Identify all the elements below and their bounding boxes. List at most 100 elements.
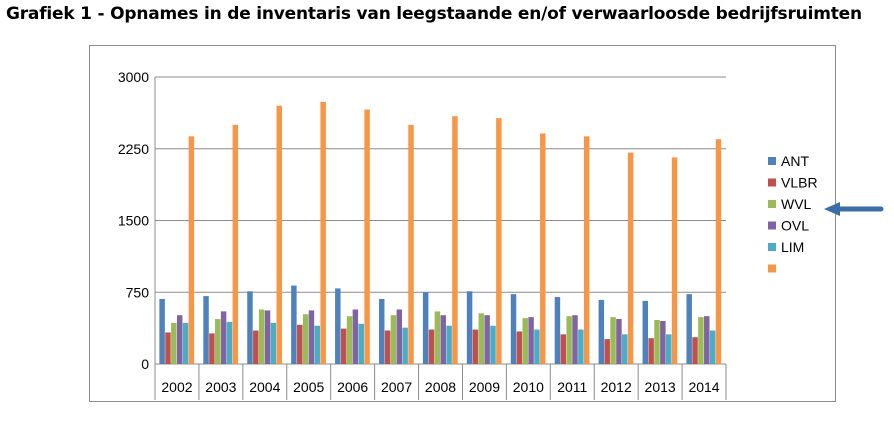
- bar-wvl-2013: [654, 319, 660, 364]
- arrow-head-icon: [824, 202, 840, 216]
- bar-series6-2007: [408, 124, 414, 364]
- legend-label-ant: ANT: [781, 153, 809, 169]
- y-tick-label: 3000: [118, 69, 149, 85]
- bar-lim-2005: [314, 325, 321, 364]
- bar-series6-2012: [627, 152, 634, 364]
- x-tick-label: 2005: [293, 379, 324, 395]
- bar-vlbr-2004: [253, 330, 259, 364]
- legend-label-wvl: WVL: [781, 196, 812, 212]
- bar-vlbr-2008: [428, 329, 435, 364]
- bar-lim-2002: [182, 322, 189, 364]
- legend-swatch-ovl: [768, 221, 776, 230]
- bar-series6-2013: [671, 157, 678, 364]
- bar-vlbr-2003: [209, 333, 215, 364]
- bar-wvl-2006: [346, 316, 353, 364]
- legend-label-ovl: OVL: [781, 218, 809, 234]
- legend-swatch-lim: [768, 243, 776, 251]
- bar-ant-2009: [466, 291, 473, 364]
- bar-vlbr-2012: [604, 339, 610, 364]
- bar-ant-2002: [159, 298, 165, 364]
- bar-lim-2012: [622, 334, 628, 364]
- bar-wvl-2014: [698, 317, 704, 364]
- legend-swatch-wvl: [768, 200, 776, 208]
- bar-ovl-2014: [704, 316, 710, 364]
- x-tick-label: 2006: [337, 379, 368, 395]
- bar-vlbr-2002: [165, 332, 171, 364]
- bar-ovl-2007: [396, 309, 403, 364]
- y-tick-label: 0: [141, 356, 149, 372]
- legend-swatch-vlbr: [768, 178, 776, 187]
- bar-wvl-2003: [215, 319, 221, 364]
- bar-lim-2008: [446, 325, 452, 364]
- bar-lim-2010: [534, 329, 540, 364]
- bar-ovl-2010: [528, 317, 534, 364]
- bar-vlbr-2006: [340, 328, 347, 364]
- bar-wvl-2002: [171, 322, 177, 364]
- bar-series6-2011: [583, 136, 590, 364]
- bar-ant-2007: [379, 298, 385, 364]
- bar-ovl-2012: [616, 319, 622, 364]
- bar-ant-2005: [291, 285, 297, 364]
- bar-series6-2009: [496, 118, 502, 364]
- bar-ant-2013: [642, 300, 649, 364]
- bar-ant-2003: [203, 296, 209, 364]
- bar-lim-2009: [490, 325, 496, 364]
- bar-series6-2006: [364, 109, 370, 364]
- bar-series6-2002: [188, 136, 195, 364]
- bar-vlbr-2013: [648, 338, 654, 364]
- bar-lim-2013: [665, 334, 672, 364]
- bar-ovl-2013: [660, 320, 666, 364]
- bar-wvl-2011: [566, 316, 572, 364]
- x-tick-label: 2010: [513, 379, 544, 395]
- bar-series6-2003: [232, 124, 239, 364]
- bar-ant-2012: [598, 299, 605, 364]
- bar-ovl-2003: [220, 311, 227, 364]
- x-tick-label: 2004: [249, 379, 280, 395]
- bar-vlbr-2007: [384, 330, 391, 364]
- bar-lim-2014: [709, 330, 716, 364]
- bar-wvl-2005: [302, 314, 309, 364]
- bar-series6-2004: [276, 105, 282, 364]
- bar-ovl-2005: [308, 310, 315, 364]
- bar-ant-2008: [422, 292, 429, 364]
- bar-lim-2004: [270, 322, 277, 364]
- bar-wvl-2004: [258, 309, 265, 364]
- y-tick-label: 750: [126, 284, 150, 300]
- legend-label-lim: LIM: [781, 239, 804, 255]
- bar-ovl-2006: [352, 309, 359, 364]
- x-tick-label: 2008: [425, 379, 456, 395]
- bar-ant-2014: [686, 294, 692, 364]
- bar-ant-2011: [554, 297, 561, 364]
- bar-lim-2011: [578, 329, 584, 364]
- x-tick-label: 2012: [601, 379, 632, 395]
- x-tick-label: 2013: [645, 379, 676, 395]
- bar-ant-2010: [510, 294, 517, 364]
- x-tick-label: 2002: [161, 379, 192, 395]
- bar-vlbr-2009: [472, 329, 479, 364]
- bar-wvl-2008: [434, 311, 441, 364]
- bar-ant-2004: [247, 291, 253, 364]
- bar-wvl-2010: [522, 318, 528, 364]
- y-tick-label: 1500: [118, 213, 149, 229]
- bar-ant-2006: [335, 288, 341, 364]
- bar-wvl-2012: [610, 317, 616, 364]
- bar-wvl-2007: [390, 315, 397, 364]
- bar-wvl-2009: [478, 313, 485, 364]
- legend-swatch-ant: [768, 157, 776, 165]
- chart-title: Grafiek 1 - Opnames in de inventaris van…: [6, 4, 862, 24]
- legend-swatch-series6: [768, 264, 776, 273]
- bar-ovl-2002: [176, 315, 183, 364]
- x-tick-label: 2007: [381, 379, 412, 395]
- legend-label-vlbr: VLBR: [781, 175, 818, 191]
- bar-series6-2014: [715, 139, 722, 364]
- x-tick-label: 2011: [557, 379, 587, 395]
- y-tick-label: 2250: [118, 141, 149, 157]
- x-tick-label: 2014: [688, 379, 719, 395]
- bar-lim-2007: [402, 327, 408, 364]
- bar-vlbr-2011: [560, 334, 567, 364]
- bar-vlbr-2005: [297, 324, 303, 364]
- bar-lim-2003: [226, 321, 233, 364]
- bar-vlbr-2010: [516, 331, 523, 364]
- bar-lim-2006: [358, 323, 364, 364]
